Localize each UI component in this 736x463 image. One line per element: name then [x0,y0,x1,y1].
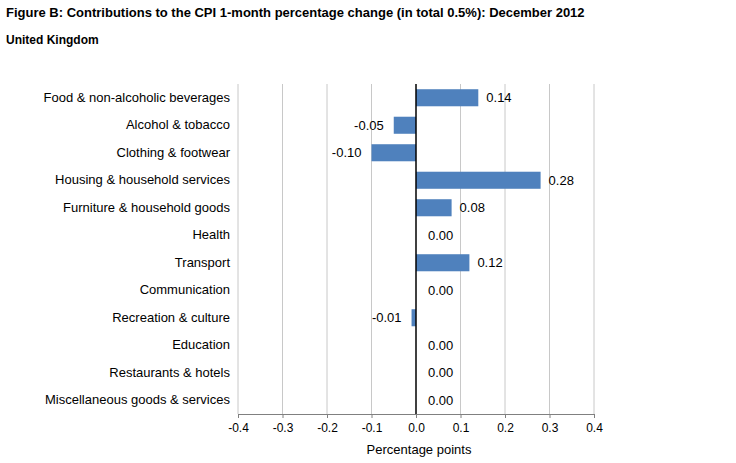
data-label: 0.00 [428,338,453,353]
x-tick-mark [327,414,328,418]
grid-line [282,84,283,414]
data-label: -0.01 [372,310,402,325]
y-tick: Recreation & culture [112,310,238,325]
x-tick: 0.3 [542,414,559,435]
x-tick-mark [372,414,373,418]
category-label: Furniture & household goods [63,200,230,215]
category-label: Recreation & culture [112,310,230,325]
y-tick: Health [192,227,238,242]
x-tick-label: 0.4 [586,421,603,435]
x-tick-label: 0.0 [408,421,425,435]
bar [416,199,452,216]
grid-line [371,84,372,414]
category-label: Clothing & footwear [117,145,231,160]
data-label: 0.28 [549,173,574,188]
grid-line [505,84,506,414]
x-tick: -0.3 [273,414,294,435]
bar [416,172,541,189]
x-tick: -0.2 [317,414,338,435]
y-axis: Food & non-alcoholic beverages Alcohol & … [44,90,238,408]
data-label: 0.00 [428,393,453,408]
bar [372,144,417,161]
x-tick-label: -0.4 [228,421,249,435]
x-tick-mark [505,414,506,418]
data-label: -0.10 [332,145,362,160]
y-tick: Miscellaneous goods & services [45,392,238,407]
grid [238,84,594,414]
x-axis-title: Percentage points [367,442,472,457]
y-tick: Food & non-alcoholic beverages [44,90,238,105]
y-tick: Clothing & footwear [117,145,238,160]
x-tick-label: -0.3 [273,421,294,435]
data-labels: 0.14 -0.05 -0.10 0.28 0.08 0.00 0.12 0.00 -0.01 0… [332,90,574,408]
category-label: Food & non-alcoholic beverages [44,90,231,105]
category-label: Miscellaneous goods & services [45,392,230,407]
x-tick-label: 0.1 [453,421,470,435]
bar [394,117,416,134]
category-label: Restaurants & hotels [109,365,230,380]
data-label: -0.05 [354,118,384,133]
x-tick-mark [461,414,462,418]
category-label: Housing & household services [55,172,230,187]
category-label: Education [172,337,230,352]
category-label: Alcohol & tobacco [126,117,230,132]
chart: Figure B: Contributions to the CPI 1-mon… [0,0,736,463]
x-tick-mark [594,414,595,418]
bar [416,254,469,271]
x-tick-mark [550,414,551,418]
y-tick: Education [172,337,238,352]
x-tick-mark [238,414,239,418]
zero-line [415,84,417,414]
grid-line [460,84,461,414]
category-label: Communication [140,282,230,297]
bars [372,89,541,326]
bar [416,89,478,106]
x-tick: -0.4 [228,414,249,435]
x-axis-line [239,415,595,419]
x-tick-label: -0.2 [317,421,338,435]
y-tick: Restaurants & hotels [109,365,238,380]
x-tick: 0.0 [408,414,425,435]
title: Figure B: Contributions to the CPI 1-mon… [6,5,585,20]
grid-line [594,84,595,414]
x-tick-label: 0.3 [542,421,559,435]
category-label: Transport [175,255,231,270]
x-tick: 0.1 [453,414,470,435]
grid-line [238,84,239,414]
y-tick: Alcohol & tobacco [126,117,238,132]
data-label: 0.14 [486,90,511,105]
data-label: 0.00 [428,283,453,298]
x-tick: 0.4 [586,414,603,435]
x-tick-mark [416,414,417,418]
category-label: Health [192,227,230,242]
x-tick-mark [283,414,284,418]
data-label: 0.00 [428,228,453,243]
subtitle: United Kingdom [6,33,99,47]
data-label: 0.08 [460,200,485,215]
grid-line [327,84,328,414]
x-tick-label: 0.2 [497,421,514,435]
y-tick: Communication [140,282,238,297]
x-tick: -0.1 [362,414,383,435]
y-tick: Housing & household services [55,172,238,187]
y-tick: Transport [175,255,238,270]
y-tick: Furniture & household goods [63,200,238,215]
data-label: 0.00 [428,365,453,380]
x-tick: 0.2 [497,414,514,435]
data-label: 0.12 [477,255,502,270]
grid-line [549,84,550,414]
x-tick-label: -0.1 [362,421,383,435]
x-axis: -0.4 -0.3 -0.2 -0.1 0.0 0.1 0.2 0.3 0.4 [228,414,603,435]
